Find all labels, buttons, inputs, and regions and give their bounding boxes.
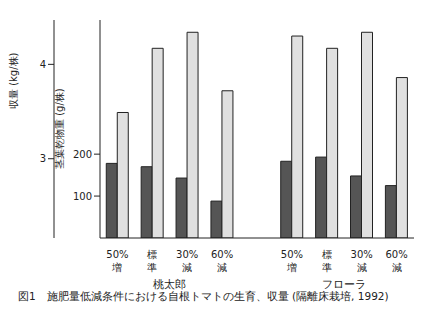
svg-text:3: 3 [40, 153, 46, 164]
svg-text:50%: 50% [281, 249, 303, 260]
html-text:図1 施肥量低減条件における自根トマトの生育、収量 (隔離床: 図1 施肥量低減条件における自根トマトの生育、収量 (隔離床栽培, 1992) [18, 290, 389, 302]
svg-text:30%: 30% [176, 249, 198, 260]
svg-text:50%: 50% [106, 249, 128, 260]
svg-text:標: 標 [147, 249, 157, 260]
svg-text:増: 増 [286, 262, 297, 273]
svg-text:200: 200 [73, 149, 92, 160]
svg-text:減: 減 [217, 262, 227, 273]
svg-text:準: 準 [147, 262, 157, 273]
svg-text:収量 (kg/株): 収量 (kg/株) [8, 52, 19, 109]
svg-text:減: 減 [357, 262, 367, 273]
svg-text:60%: 60% [385, 249, 407, 260]
svg-text:桃太郎: 桃太郎 [153, 278, 186, 290]
svg-text:100: 100 [73, 191, 92, 202]
svg-text:60%: 60% [211, 249, 233, 260]
svg-text:フローラ: フローラ [322, 278, 366, 290]
svg-text:減: 減 [182, 262, 192, 273]
svg-text:準: 準 [322, 262, 332, 273]
svg-text:標: 標 [322, 249, 332, 260]
svg-text:増: 増 [111, 262, 122, 273]
svg-text:茎葉乾物重 (g/株): 茎葉乾物重 (g/株) [54, 88, 65, 169]
svg-text:減: 減 [392, 262, 402, 273]
svg-text:4: 4 [40, 59, 46, 70]
svg-text:30%: 30% [351, 249, 373, 260]
